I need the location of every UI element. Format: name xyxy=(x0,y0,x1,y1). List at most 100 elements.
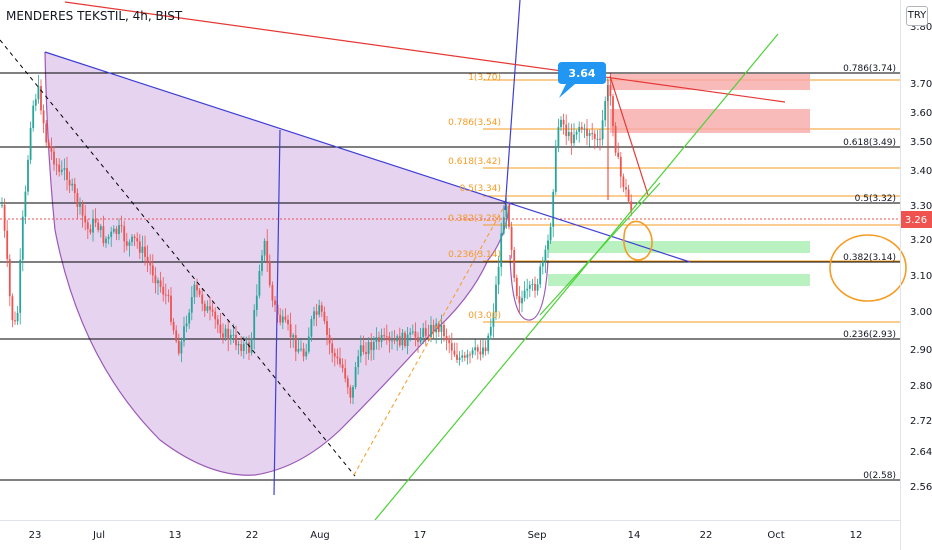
candle xyxy=(34,93,37,112)
candle-body xyxy=(151,265,154,276)
candle-body xyxy=(630,201,633,212)
candle xyxy=(461,349,464,363)
candle xyxy=(362,335,365,355)
candle xyxy=(66,156,68,191)
candle xyxy=(612,93,614,137)
candle xyxy=(401,328,404,351)
candle-body xyxy=(209,306,211,310)
candle-body xyxy=(245,342,248,344)
candle-body xyxy=(430,324,432,338)
candle xyxy=(185,315,188,333)
candle xyxy=(29,121,32,165)
candle xyxy=(554,139,557,195)
candle xyxy=(219,313,222,340)
candle-body xyxy=(513,250,516,278)
candle-body xyxy=(6,230,9,260)
price-callout-bubble xyxy=(558,62,606,98)
candle xyxy=(445,328,448,351)
candle xyxy=(193,281,196,304)
candle-body xyxy=(328,335,331,344)
candle-body xyxy=(593,133,596,139)
candle-body xyxy=(528,284,531,289)
candle-body xyxy=(424,328,427,336)
candle xyxy=(81,200,84,228)
candle-body xyxy=(625,187,627,190)
x-tick-label: 22 xyxy=(246,530,259,541)
candle-body xyxy=(253,309,256,339)
candle-body xyxy=(599,138,601,140)
candle xyxy=(417,332,419,353)
candle-body xyxy=(552,191,555,227)
candle xyxy=(258,264,261,299)
candle-body xyxy=(315,311,318,315)
candle xyxy=(341,358,344,373)
candle xyxy=(383,327,386,341)
candle-body xyxy=(357,356,360,368)
candle xyxy=(94,208,97,228)
candle xyxy=(73,177,76,202)
candle-body xyxy=(112,228,115,232)
candle-body xyxy=(567,131,570,137)
candle xyxy=(586,119,588,146)
candle-body xyxy=(131,236,133,243)
y-tick-label: 3.60 xyxy=(910,108,932,119)
candle-body xyxy=(242,343,245,351)
candle-body xyxy=(333,352,336,357)
candle xyxy=(310,315,313,342)
candle-body xyxy=(612,96,614,127)
candle-body xyxy=(50,146,53,152)
y-tick-label: 3.70 xyxy=(910,79,932,90)
candle xyxy=(593,129,596,150)
candle-body xyxy=(279,314,282,323)
fib-right-label: 0.786(3.74) xyxy=(843,64,896,74)
candle xyxy=(201,288,204,312)
candle-body xyxy=(120,225,123,227)
candle-body xyxy=(196,284,198,291)
candle xyxy=(557,118,560,153)
candle-body xyxy=(136,238,139,242)
candle-body xyxy=(287,319,289,325)
candle xyxy=(575,129,578,140)
candle xyxy=(133,234,136,247)
candle xyxy=(544,245,547,274)
candle xyxy=(367,337,370,360)
candle xyxy=(398,327,401,348)
candle-body xyxy=(159,280,162,287)
x-tick-label: Oct xyxy=(767,530,784,541)
candle-body xyxy=(240,344,243,351)
candle-body xyxy=(63,168,66,170)
candle-body xyxy=(349,387,352,398)
candle-body xyxy=(268,261,271,286)
y-tick-label: 2.80 xyxy=(910,381,932,392)
candle-body xyxy=(489,326,492,336)
candle-body xyxy=(105,238,107,244)
candle-body xyxy=(440,325,443,332)
currency-button[interactable]: TRY xyxy=(906,6,928,26)
handle-curve xyxy=(509,254,549,321)
candle xyxy=(68,171,71,194)
candle xyxy=(102,215,105,247)
candle-body xyxy=(539,266,542,285)
candle-body xyxy=(414,331,417,338)
candle xyxy=(110,226,113,247)
candle xyxy=(359,335,362,363)
candle xyxy=(419,327,422,345)
candle xyxy=(518,286,521,314)
candle xyxy=(328,327,331,355)
y-tick-label: 3.10 xyxy=(910,271,932,282)
candle xyxy=(157,277,159,295)
candle xyxy=(1,197,3,209)
candle xyxy=(523,281,526,302)
candle-body xyxy=(154,275,157,284)
candle xyxy=(508,201,510,230)
candle xyxy=(250,332,253,356)
candle-body xyxy=(81,203,84,216)
candle-body xyxy=(141,246,144,253)
candle xyxy=(424,320,427,346)
candle xyxy=(515,274,518,300)
candle-body xyxy=(206,306,209,311)
candle xyxy=(141,235,144,262)
candle xyxy=(336,348,339,365)
candle-body xyxy=(102,226,105,244)
